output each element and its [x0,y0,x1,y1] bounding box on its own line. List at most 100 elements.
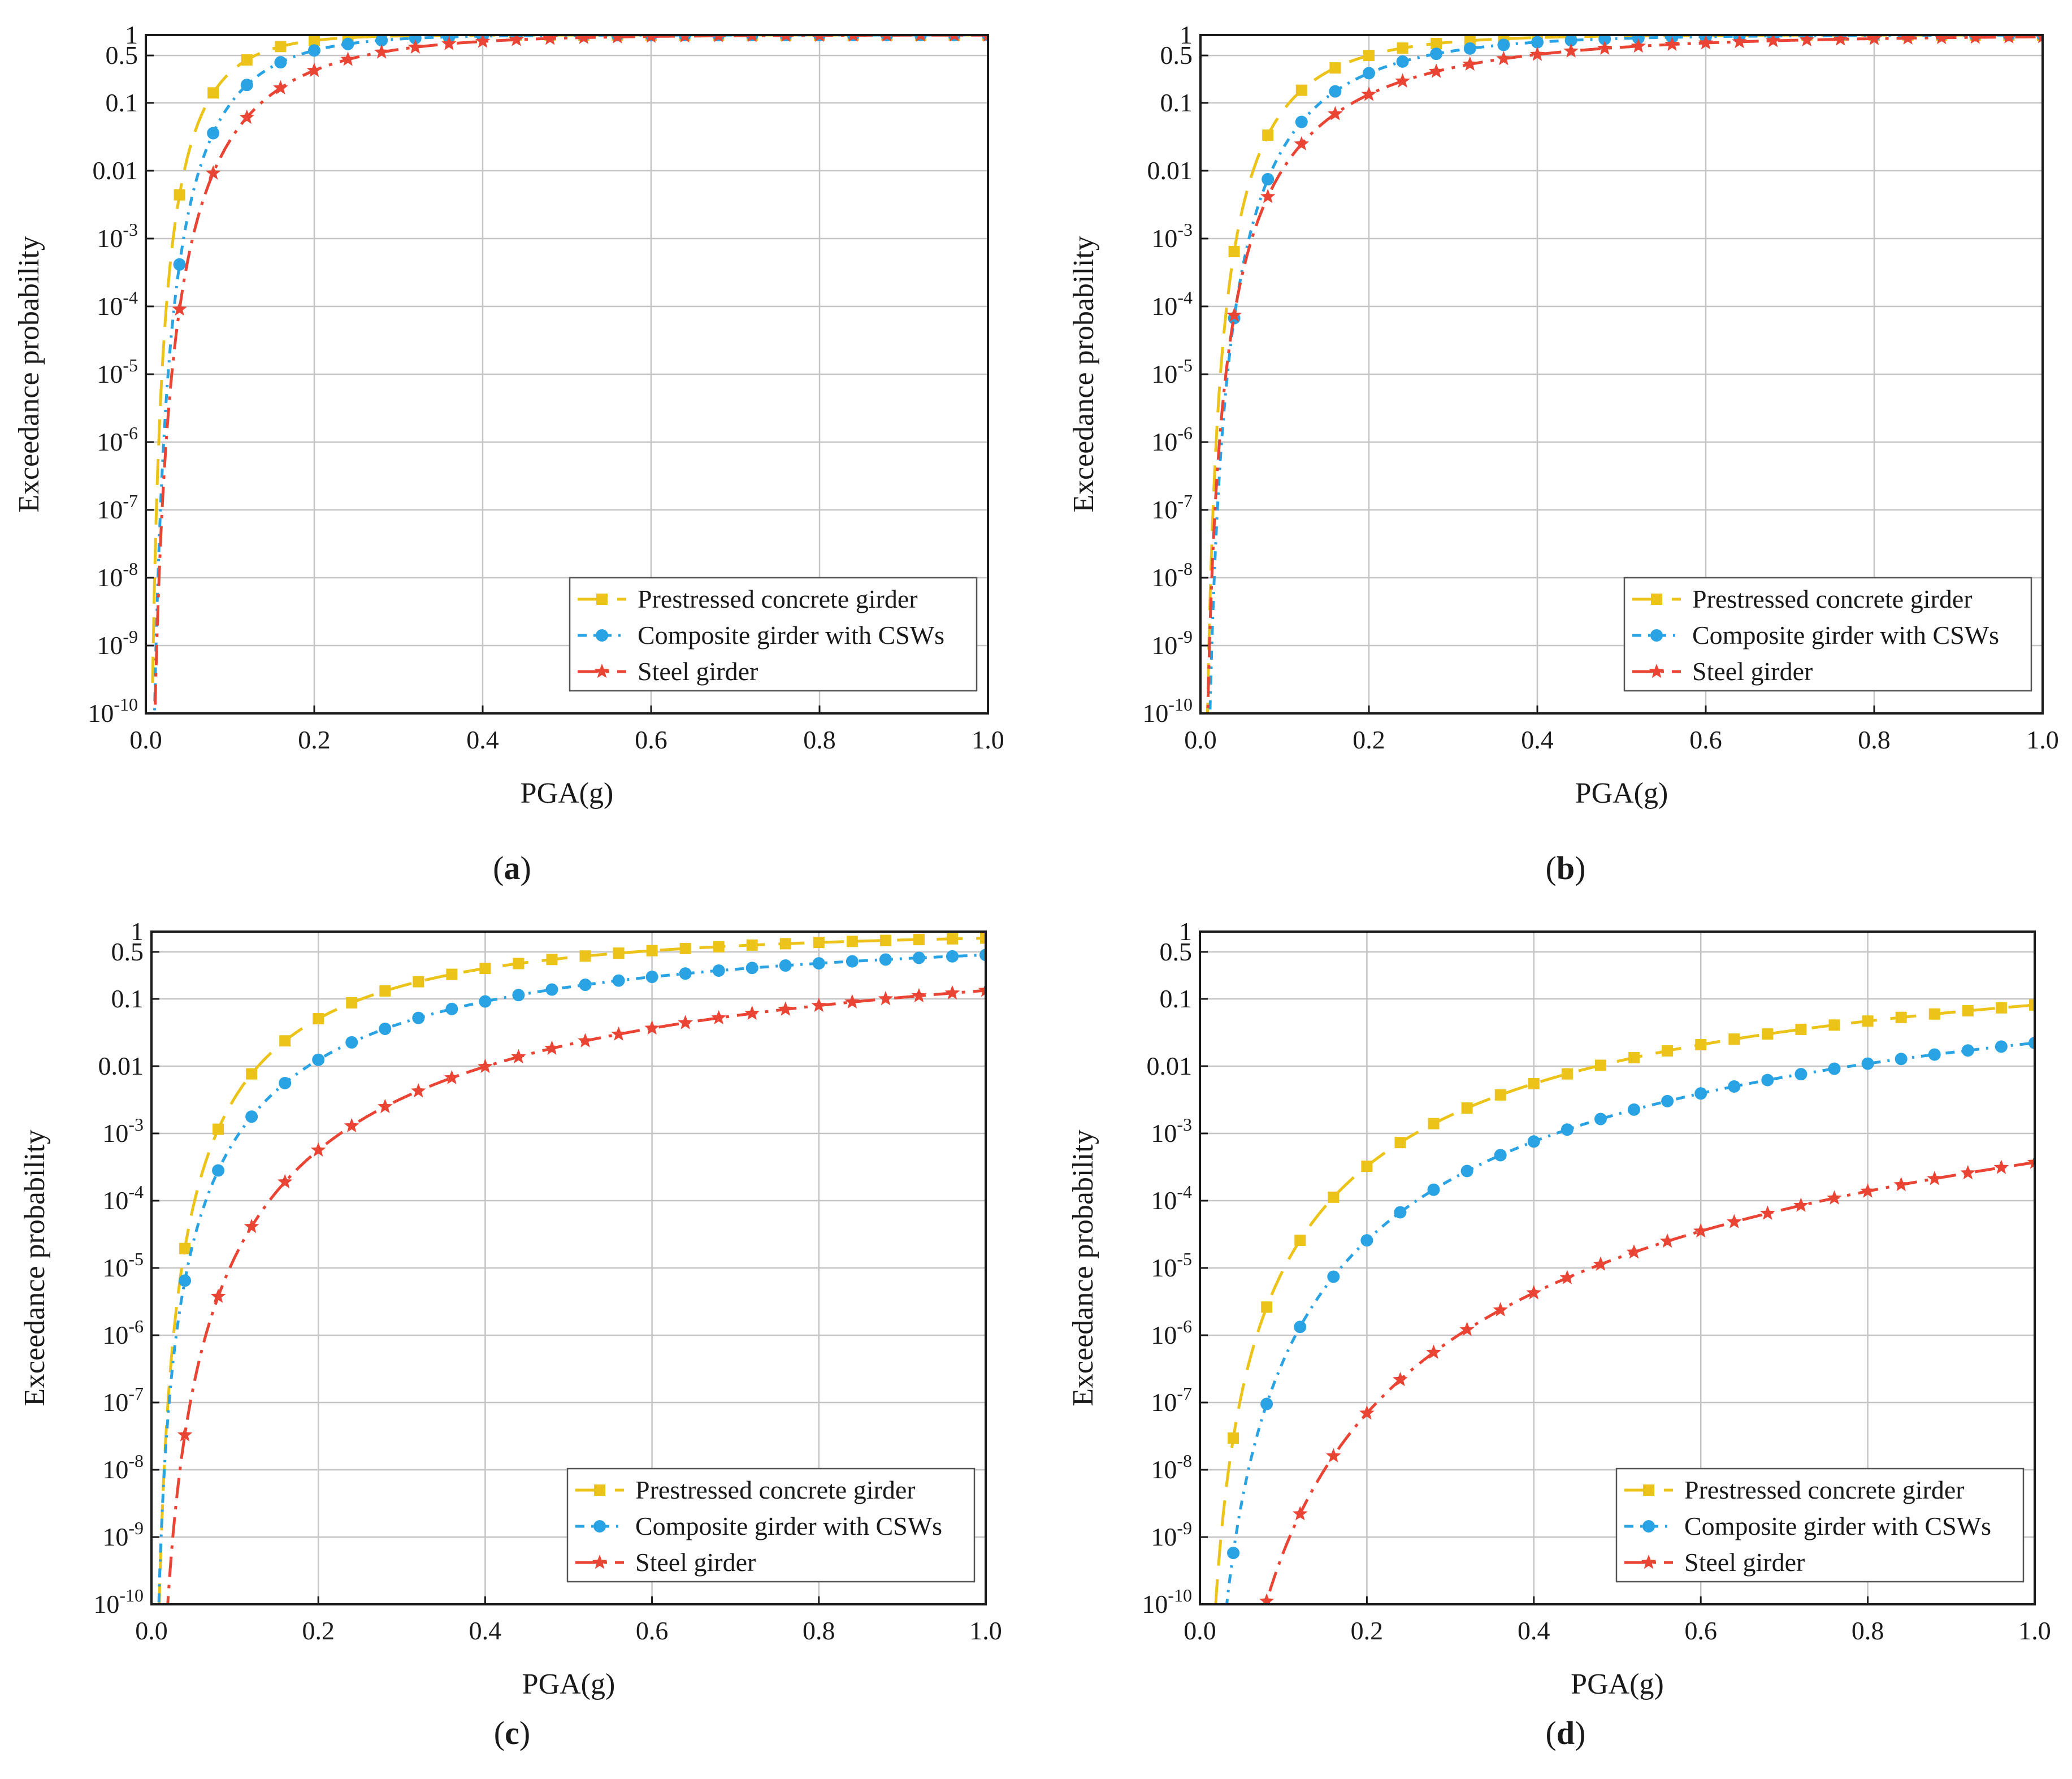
data-point [345,1036,358,1049]
x-axis-label: PGA(g) [1575,777,1668,810]
data-point [779,959,792,972]
chart-panel-2: 0.0 0.2 0.4 0.6 0.8 1.0 10.5 0.1 0.01 10-3 10-4 10-… [1068,20,2059,886]
y-tick-label: 10-8 [1151,559,1193,592]
data-point [1294,1235,1306,1246]
y-tick-label: 10-3 [1151,1114,1192,1148]
y-tick-label: 1 [125,20,138,49]
data-point [308,44,320,57]
series-line-2 [153,35,988,713]
data-point [1227,1547,1240,1560]
y-tick-label: 10-4 [97,287,138,321]
x-tick-label: 0.4 [469,1616,502,1645]
data-point [1598,35,1611,45]
x-tick-label: 0.4 [466,725,499,754]
data-point [241,54,253,66]
data-point [678,1015,693,1029]
data-point [1866,35,1882,45]
data-point [1359,1405,1375,1420]
data-point [781,35,791,42]
data-point [846,955,859,968]
legend-label: Steel girder [1692,657,1813,686]
data-point [950,35,959,42]
data-point [1793,1197,1809,1212]
data-point [1295,84,1307,96]
data-point [612,974,625,987]
data-point [1559,1270,1575,1284]
plot-area [1214,999,2035,1604]
data-point [811,997,827,1012]
data-point [1463,42,1476,55]
data-point [848,35,859,42]
data-point [179,1274,192,1287]
data-point [210,1288,226,1303]
x-tick-label: 0.4 [1518,1616,1550,1645]
y-tick-label: 10-10 [88,694,138,728]
data-point [174,189,185,201]
y-tick-label: 1 [131,917,144,946]
x-tick-label: 0.2 [1353,725,1385,754]
y-tick-label: 10-5 [1151,355,1193,388]
y-tick-label: 10-9 [1151,626,1193,660]
data-point [946,950,959,963]
legend-label: Steel girder [1684,1548,1805,1577]
data-point [1428,1118,1440,1129]
data-point [340,51,356,66]
data-point [479,995,492,1008]
x-tick-label: 0.0 [1184,725,1217,754]
data-point [576,35,592,44]
data-point [1394,1137,1406,1149]
legend-label: Prestressed concrete girder [635,1475,916,1504]
data-point [1459,1322,1475,1336]
data-point [213,1123,224,1135]
data-point [1497,38,1510,51]
data-point [1327,1270,1340,1283]
x-tick-labels: 0.0 0.2 0.4 0.6 0.8 1.0 [129,705,1004,754]
y-tick-label: 10-8 [102,1451,144,1484]
y-tick-label: 10-10 [93,1585,144,1618]
legend-marker [1651,594,1662,605]
legend: Prestressed concrete girder Composite gir… [1623,577,2032,692]
data-point [1528,1077,1540,1089]
x-tick-label: 1.0 [972,725,1004,754]
data-point [544,1040,560,1055]
data-point [545,983,558,996]
data-point [1363,50,1375,62]
data-point [1900,35,1915,45]
data-point [413,976,424,988]
data-point [1828,1019,1840,1031]
data-point [172,301,187,316]
legend-label: Composite girder with CSWs [635,1512,942,1540]
data-point [1361,86,1377,101]
data-point [1531,36,1544,49]
data-point [778,1001,794,1016]
data-point [916,35,926,42]
y-axis-label: Exceedance probability [1067,1129,1099,1406]
legend-marker [596,594,608,605]
data-point [679,942,691,954]
data-point [279,1077,292,1090]
x-tick-labels: 0.0 0.2 0.4 0.6 0.8 1.0 [135,1596,1002,1645]
y-tick-label: 10-7 [1151,491,1193,524]
data-point [1661,1094,1674,1107]
data-point [246,1068,258,1080]
data-point [747,35,758,42]
y-tick-label: 10-8 [1151,1451,1192,1484]
data-point [277,1174,293,1189]
data-point [1360,1234,1373,1247]
data-point [411,1083,426,1098]
data-point [1761,1074,1774,1087]
data-point [711,1010,726,1024]
data-point [611,1026,626,1041]
legend-box [1615,1468,2025,1583]
data-point [207,87,219,99]
data-point [1228,245,1240,257]
legend-box [569,577,978,692]
data-point [1329,85,1342,98]
data-point [878,990,894,1006]
data-point [412,1011,425,1024]
data-point [275,41,287,53]
data-point [1431,38,1442,50]
data-point [1693,1223,1709,1238]
data-point [1594,1059,1606,1071]
